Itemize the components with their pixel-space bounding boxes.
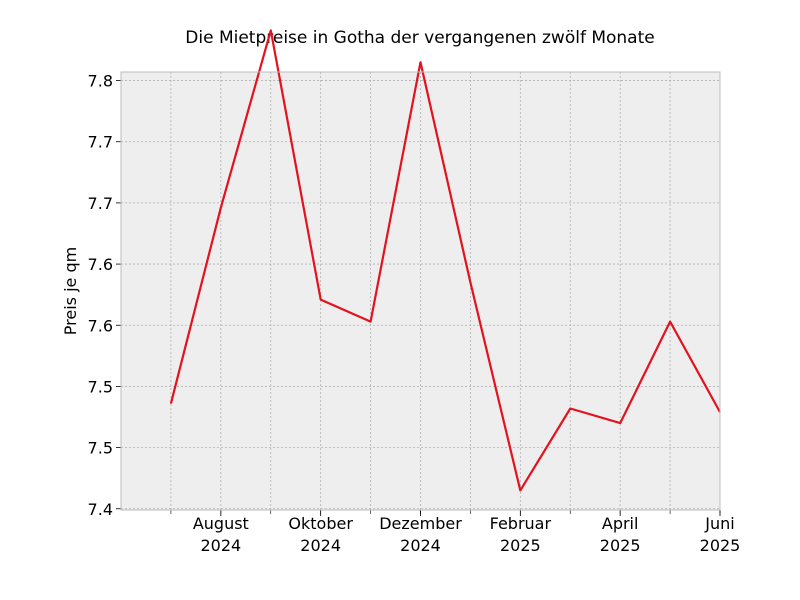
- x-tick-label-month: Dezember: [379, 514, 462, 533]
- x-tick-label-month: August: [193, 514, 249, 533]
- series-line: [169, 29, 721, 492]
- x-tick-label-year: 2024: [300, 536, 341, 555]
- x-tick-label-year: 2025: [500, 536, 541, 555]
- x-tick-label-month: Februar: [490, 514, 552, 533]
- y-tick-label: 7.5: [88, 377, 113, 396]
- y-tick-label: 7.8: [88, 72, 113, 91]
- x-tick-label-month: April: [602, 514, 639, 533]
- x-tick-label-month: Juni: [704, 514, 734, 533]
- y-tick-label: 7.5: [88, 439, 113, 458]
- y-axis: 7.4 7.5 7.5 7.6 7.6 7.7 7.7 7.8: [88, 72, 121, 519]
- y-tick-label: 7.7: [88, 133, 113, 152]
- x-tick-label-year: 2025: [700, 536, 741, 555]
- y-axis-label: Preis je qm: [61, 247, 80, 335]
- y-tick-label: 7.6: [88, 255, 113, 274]
- chart-title: Die Mietpreise in Gotha der vergangenen …: [185, 28, 654, 48]
- x-tick-label-year: 2025: [600, 536, 641, 555]
- x-tick-label-year: 2024: [400, 536, 441, 555]
- x-tick-label-year: 2024: [200, 536, 241, 555]
- y-tick-label: 7.4: [88, 500, 113, 519]
- series-layer: [169, 29, 721, 492]
- x-axis: August 2024 Oktober 2024 Dezember 2024 Februar…: [170, 510, 741, 555]
- x-tick-label-month: Oktober: [288, 514, 353, 533]
- y-tick-label: 7.6: [88, 316, 113, 335]
- grid: [121, 72, 721, 510]
- plot-frame: [120, 71, 721, 511]
- y-tick-label: 7.7: [88, 194, 113, 213]
